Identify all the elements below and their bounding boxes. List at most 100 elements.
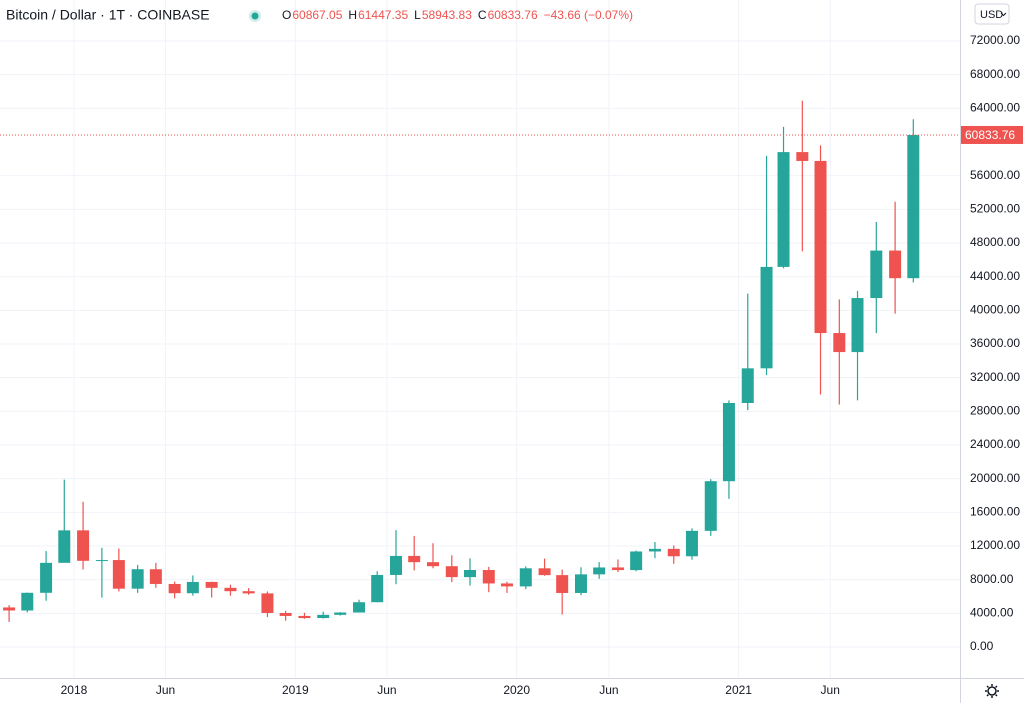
candle-body xyxy=(224,587,237,592)
candle-body xyxy=(261,593,274,613)
ohlc-value: 58943.83 xyxy=(422,8,472,22)
candle-body xyxy=(593,567,606,575)
last-price-label: 60833.76 xyxy=(965,128,1015,142)
candle-body xyxy=(149,569,162,584)
currency-label[interactable]: USD xyxy=(980,9,1003,21)
y-tick-label: 8000.00 xyxy=(970,572,1014,586)
status-dot xyxy=(251,12,259,20)
candle-body xyxy=(685,530,698,557)
candle-body xyxy=(168,583,181,594)
x-tick-label: Jun xyxy=(156,683,175,697)
y-tick-label: 12000.00 xyxy=(970,538,1020,552)
candle-body xyxy=(427,562,440,567)
settings-button[interactable] xyxy=(985,684,999,698)
y-tick-label: 36000.00 xyxy=(970,336,1020,350)
candle-body xyxy=(58,530,71,563)
candle-body xyxy=(556,575,569,593)
ohlc-key: C xyxy=(478,8,487,22)
candle-body xyxy=(500,583,513,587)
candle-body xyxy=(630,551,643,571)
y-tick-label: 4000.00 xyxy=(970,606,1014,620)
candle-body xyxy=(112,560,125,589)
currency-box[interactable] xyxy=(974,3,1010,25)
y-tick-label: 48000.00 xyxy=(970,235,1020,249)
ohlc-value: 60833.76 xyxy=(488,8,538,22)
x-tick-label: Jun xyxy=(377,683,396,697)
candle-body xyxy=(408,555,421,563)
x-tick-label: Jun xyxy=(821,683,840,697)
ohlc-key: L xyxy=(414,8,421,22)
candle-body xyxy=(390,555,403,575)
candle-body xyxy=(538,568,551,576)
candle-body xyxy=(482,569,495,584)
currency-button[interactable]: USD xyxy=(974,3,1010,25)
candle-body xyxy=(814,160,827,334)
candle-body xyxy=(741,368,754,403)
y-tick-label: 20000.00 xyxy=(970,471,1020,485)
symbol: Bitcoin / Dollar · 1T · COINBASE xyxy=(6,7,210,23)
candle-body xyxy=(611,567,624,571)
candle-body xyxy=(279,612,292,616)
candle-body xyxy=(242,591,255,594)
candle-body xyxy=(722,402,735,482)
candle-body xyxy=(205,581,218,588)
last-price-tag xyxy=(961,125,1023,144)
candle-body xyxy=(833,333,846,353)
y-tick-label: 32000.00 xyxy=(970,370,1020,384)
candle-body xyxy=(907,134,920,279)
gear-teeth[interactable] xyxy=(985,684,999,698)
x-tick-label: 2019 xyxy=(282,683,309,697)
candle-body xyxy=(40,562,53,593)
candle-body xyxy=(777,152,790,267)
candle-body xyxy=(463,569,476,578)
ohlc-key: H xyxy=(348,8,357,22)
gear[interactable] xyxy=(987,686,997,696)
x-tick-label: Jun xyxy=(599,683,618,697)
candle-body xyxy=(445,566,458,578)
ohlc-key: O xyxy=(282,8,291,22)
candle-body xyxy=(519,568,532,587)
candle-body xyxy=(186,581,199,594)
change: −43.66 (−0.07%) xyxy=(544,8,633,22)
y-tick-label: 68000.00 xyxy=(970,67,1020,81)
y-tick-label: 24000.00 xyxy=(970,437,1020,451)
candle-body xyxy=(371,574,384,603)
candle-body xyxy=(21,592,34,611)
candle-body xyxy=(574,574,587,593)
candle-body xyxy=(298,615,311,619)
candle-body xyxy=(317,614,330,619)
candle-body xyxy=(870,250,883,299)
x-tick-label: 2018 xyxy=(61,683,88,697)
candle-body xyxy=(648,548,661,552)
candle-body xyxy=(760,266,773,369)
chevron[interactable] xyxy=(1000,12,1007,17)
y-tick-label: 44000.00 xyxy=(970,269,1020,283)
y-tick-label: 0.00 xyxy=(970,639,994,653)
y-tick-label: 64000.00 xyxy=(970,100,1020,114)
y-tick-label: 40000.00 xyxy=(970,302,1020,316)
legend: Bitcoin / Dollar · 1T · COINBASE O 60867.… xyxy=(6,7,633,23)
candle-body xyxy=(667,548,680,557)
y-tick-label: 56000.00 xyxy=(970,168,1020,182)
candle-body xyxy=(851,298,864,353)
candle-body xyxy=(77,530,90,561)
candle-body xyxy=(131,569,144,589)
ohlc-value: 60867.05 xyxy=(292,8,342,22)
candle-body xyxy=(889,250,902,279)
candle-body xyxy=(796,152,809,161)
candle-body xyxy=(353,602,366,613)
candle-body xyxy=(704,481,717,531)
candle-body xyxy=(95,560,108,562)
y-tick-label: 28000.00 xyxy=(970,404,1020,418)
x-tick-label: 2020 xyxy=(503,683,530,697)
y-tick-label: 52000.00 xyxy=(970,201,1020,215)
y-tick-label: 72000.00 xyxy=(970,33,1020,47)
y-tick-label: 16000.00 xyxy=(970,505,1020,519)
x-tick-label: 2021 xyxy=(725,683,752,697)
candle-body xyxy=(334,612,347,615)
candle-body xyxy=(3,607,16,611)
candles: 60833.76 xyxy=(0,100,1023,622)
